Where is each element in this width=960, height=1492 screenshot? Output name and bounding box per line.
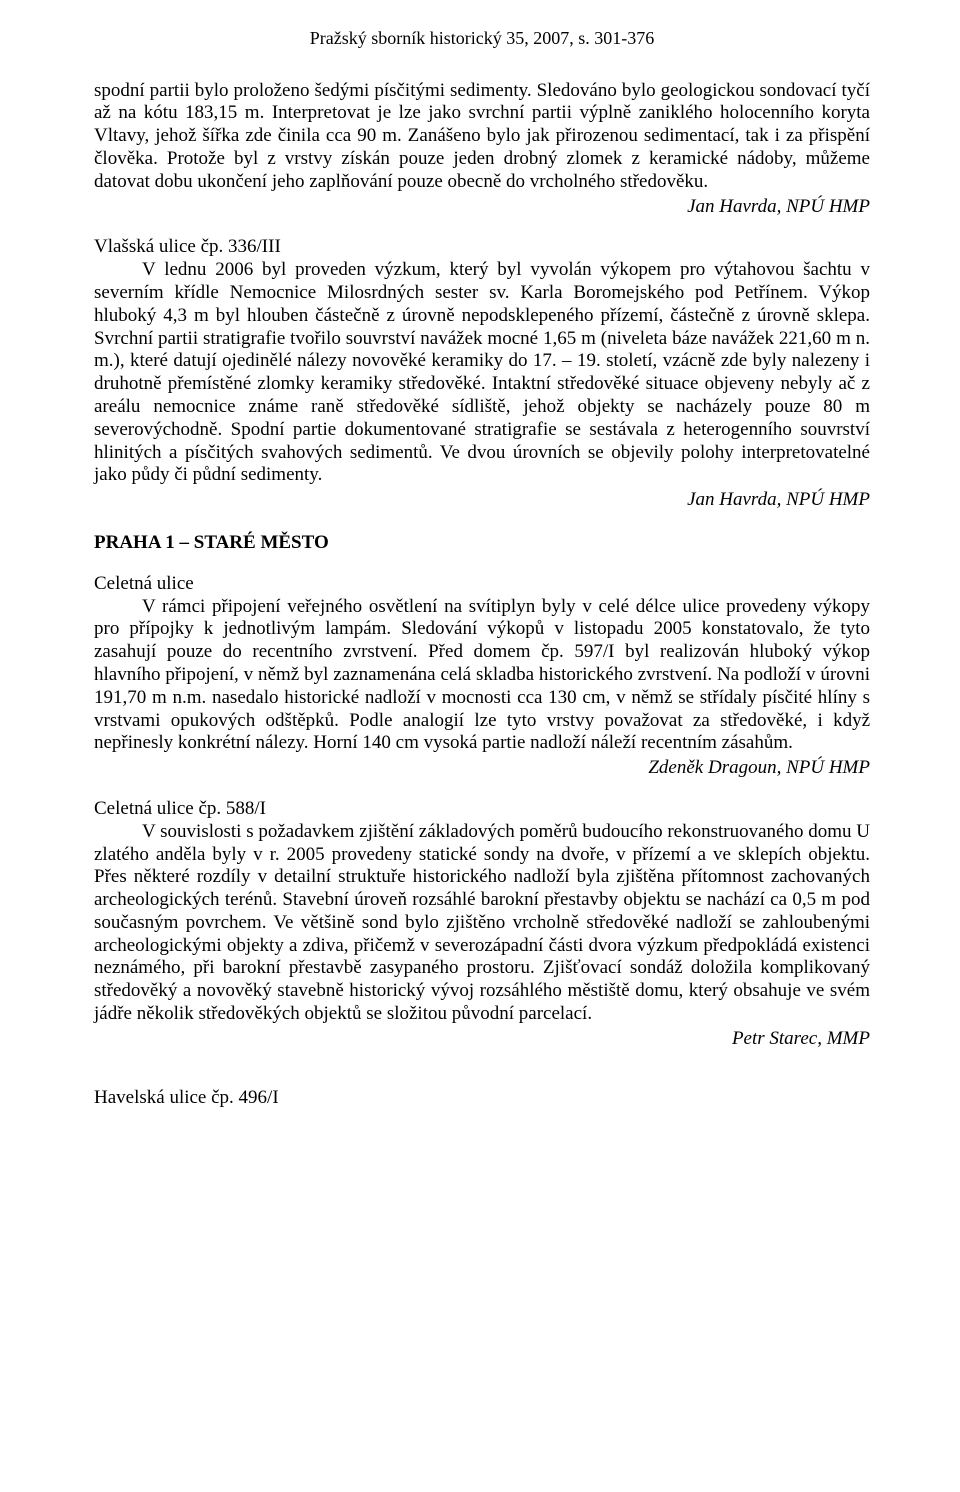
signature-4: Petr Starec, MMP [94,1028,870,1051]
section-4: Celetná ulice čp. 588/I V souvislosti s … [94,798,870,1026]
paragraph-3-text: V rámci připojení veřejného osvětlení na… [94,596,870,754]
section-3-title: Celetná ulice [94,573,870,596]
section-5: Havelská ulice čp. 496/I [94,1087,870,1110]
signature-1: Jan Havrda, NPÚ HMP [94,196,870,219]
signature-3: Zdeněk Dragoun, NPÚ HMP [94,757,870,780]
signature-1-text: Jan Havrda, NPÚ HMP [687,196,870,217]
paragraph-1: spodní partii bylo proloženo šedými písč… [94,80,870,194]
paragraph-3: V rámci připojení veřejného osvětlení na… [94,596,870,756]
section-3-title-text: Celetná ulice [94,573,194,594]
paragraph-4-text: V souvislosti s požadavkem zjištění zákl… [94,821,870,1024]
section-2-title-text: Vlašská ulice čp. 336/III [94,236,281,257]
spacer [94,1069,870,1087]
header-text: Pražský sborník historický 35, 2007, s. … [310,28,654,48]
paragraph-2: V lednu 2006 byl proveden výzkum, který … [94,259,870,487]
page-header: Pražský sborník historický 35, 2007, s. … [94,28,870,50]
signature-3-text: Zdeněk Dragoun, NPÚ HMP [648,757,870,778]
section-5-title: Havelská ulice čp. 496/I [94,1087,870,1110]
paragraph-4: V souvislosti s požadavkem zjištění zákl… [94,821,870,1026]
signature-2: Jan Havrda, NPÚ HMP [94,489,870,512]
paragraph-1-text: spodní partii bylo proloženo šedými písč… [94,80,870,192]
section-2-title: Vlašská ulice čp. 336/III [94,236,870,259]
signature-2-text: Jan Havrda, NPÚ HMP [687,489,870,510]
signature-4-text: Petr Starec, MMP [732,1028,870,1049]
main-heading-text: PRAHA 1 – STARÉ MĚSTO [94,532,329,553]
section-3: Celetná ulice V rámci připojení veřejnéh… [94,573,870,755]
section-4-title-text: Celetná ulice čp. 588/I [94,798,266,819]
section-5-title-text: Havelská ulice čp. 496/I [94,1087,279,1108]
section-2: Vlašská ulice čp. 336/III V lednu 2006 b… [94,236,870,487]
main-heading: PRAHA 1 – STARÉ MĚSTO [94,532,870,555]
paragraph-2-text: V lednu 2006 byl proveden výzkum, který … [94,259,870,485]
section-4-title: Celetná ulice čp. 588/I [94,798,870,821]
